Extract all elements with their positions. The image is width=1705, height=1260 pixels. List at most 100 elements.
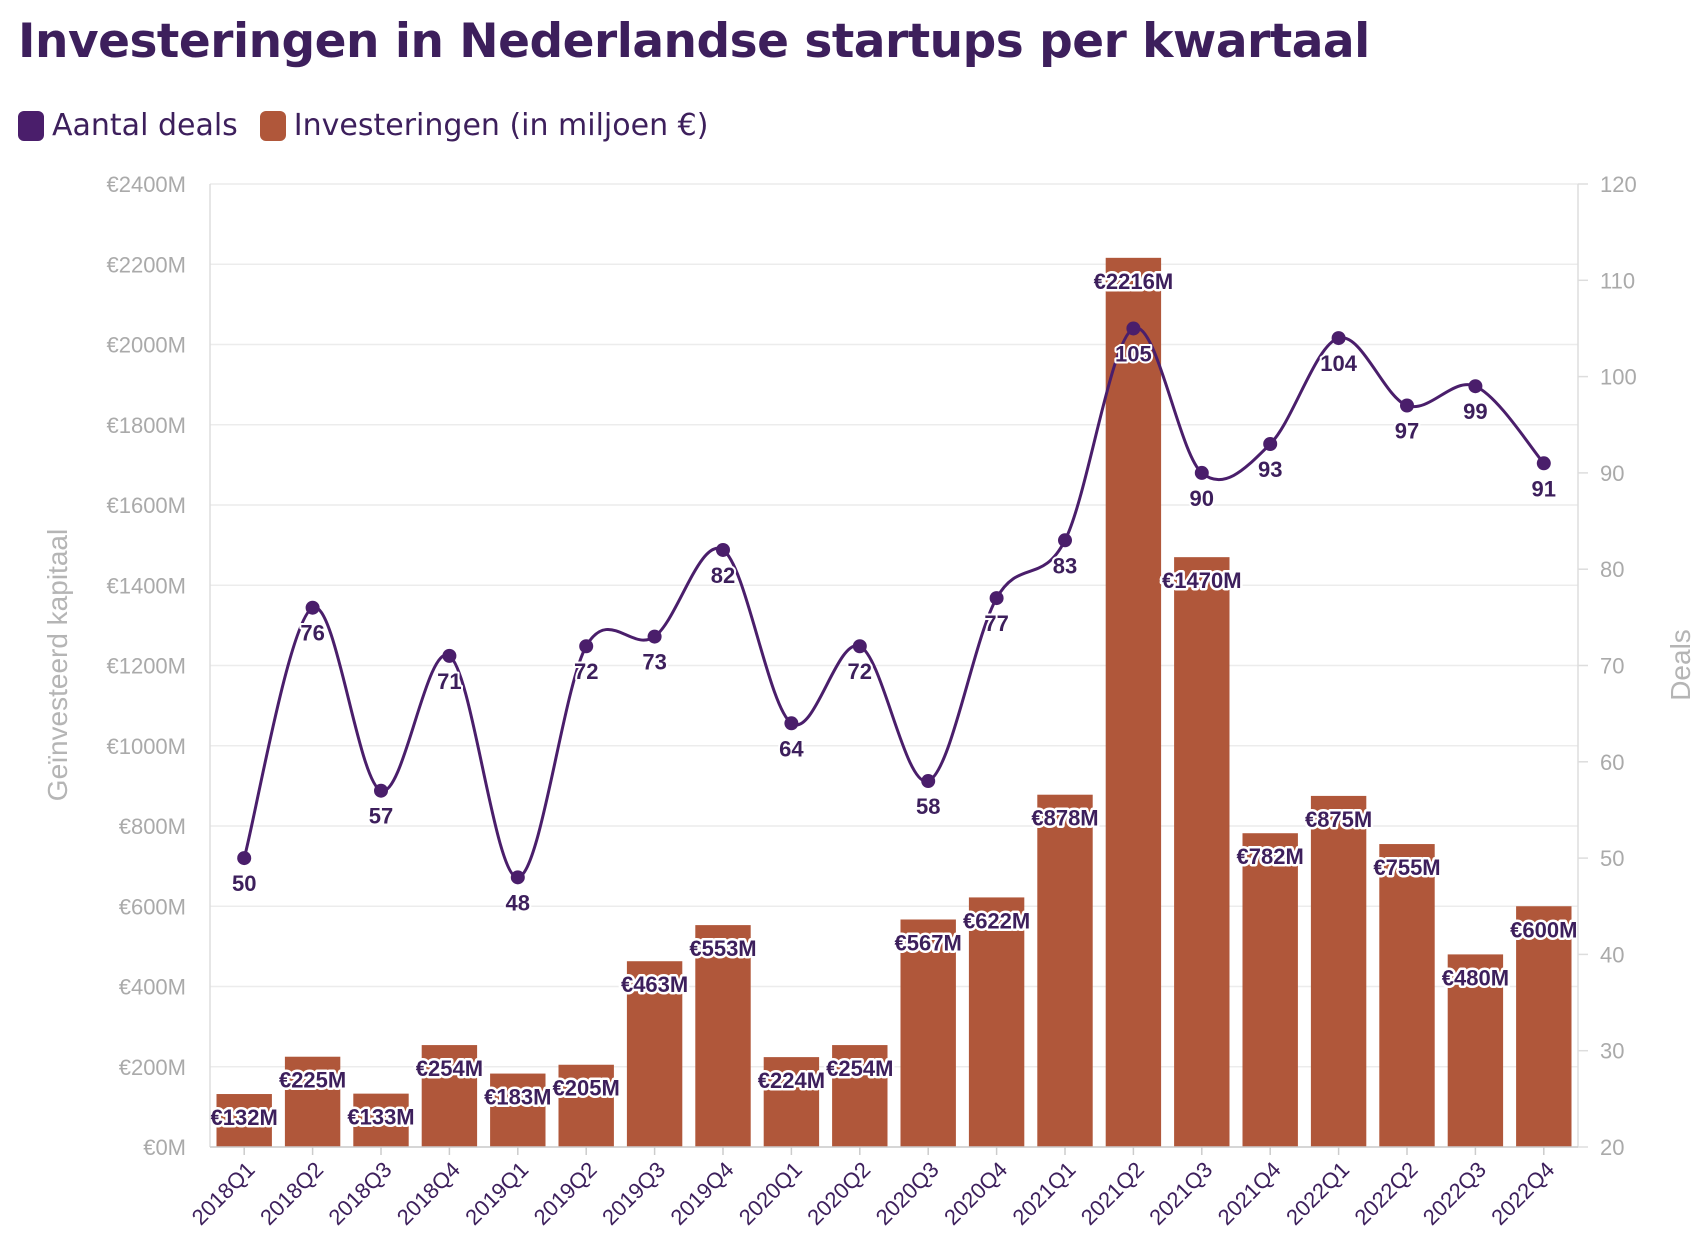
y-tick-label: €400M: [119, 975, 186, 1000]
x-tick-label: 2018Q2: [255, 1157, 328, 1230]
y-tick-label: €1000M: [106, 734, 186, 759]
x-tick-label: 2020Q3: [871, 1157, 944, 1230]
x-tick-label: 2022Q2: [1349, 1157, 1422, 1230]
bar-value-label: €224M: [758, 1068, 825, 1093]
deal-point: [989, 591, 1004, 606]
bar-value-label: €567M: [895, 930, 962, 955]
y-tick-label: €2200M: [106, 252, 186, 277]
deal-value-label: 76: [300, 621, 324, 646]
bar-value-label: €254M: [416, 1056, 483, 1081]
y2-tick-label: 120: [1600, 172, 1637, 197]
x-tick-label: 2021Q2: [1076, 1157, 1149, 1230]
deal-point: [784, 716, 799, 731]
y-tick-label: €2000M: [106, 333, 186, 358]
deal-point: [1331, 331, 1346, 346]
deal-point: [1400, 398, 1414, 413]
bar-value-label: €1470M: [1162, 568, 1242, 593]
bar: [968, 897, 1025, 1147]
y2-tick-label: 110: [1600, 268, 1635, 293]
legend-item-deals[interactable]: Aantal deals: [18, 108, 238, 143]
x-tick-label: 2019Q4: [665, 1157, 738, 1230]
data-labels: €132M€225M€133M€254M€183M €205M€463M€553M…: [208, 266, 1580, 1132]
deals-line: [237, 321, 1551, 885]
deal-point: [1058, 533, 1072, 548]
y-tick-label: €1600M: [106, 493, 186, 518]
x-tick-label: 2021Q3: [1144, 1157, 1217, 1230]
deal-value-label: 72: [574, 659, 598, 684]
bar-value-label: €622M: [963, 908, 1030, 933]
y-tick-label: €200M: [119, 1055, 186, 1080]
deals-line-path: [242, 326, 1545, 879]
deal-value-label: 72: [848, 659, 872, 684]
bar-value-label: €553M: [689, 936, 756, 961]
y-tick-label: €0M: [143, 1135, 186, 1160]
legend-swatch-investments: [259, 110, 286, 141]
x-tick-label: 2022Q4: [1486, 1157, 1559, 1230]
bars: [216, 257, 1572, 1148]
deal-point: [442, 648, 457, 663]
bar-value-label: €480M: [1442, 965, 1509, 990]
y-tick-label: €1200M: [106, 654, 186, 679]
bar: [353, 1093, 409, 1147]
bar: [1037, 794, 1093, 1147]
legend-item-investments[interactable]: Investeringen (in miljoen €): [259, 108, 709, 143]
legend-swatch-deals: [18, 110, 44, 141]
bar-value-label: €875M: [1305, 807, 1372, 832]
grid-lines: [210, 183, 1578, 1148]
deal-point: [852, 639, 867, 654]
bar-value-label: €132M: [211, 1105, 278, 1130]
deal-point: [510, 870, 525, 885]
bar-value-label: €782M: [1237, 844, 1304, 869]
x-tick-label: 2018Q4: [392, 1157, 465, 1230]
deal-point: [305, 600, 320, 615]
y-tick-label: €1400M: [106, 573, 186, 598]
bar: [558, 1064, 614, 1147]
chart-title: Investeringen in Nederlandse startups pe…: [18, 14, 1370, 69]
deal-value-label: 99: [1463, 399, 1487, 424]
bar: [832, 1045, 888, 1147]
deal-value-label: 82: [711, 563, 735, 588]
bar-value-label: €183M: [484, 1085, 551, 1110]
deal-point: [1194, 465, 1209, 480]
y-axis-title: Geïnvesteerd kapitaal: [42, 529, 73, 801]
x-tick-label: 2018Q1: [187, 1157, 260, 1230]
y2-tick-label: 20: [1600, 1135, 1624, 1160]
y2-tick-label: 30: [1600, 1039, 1624, 1064]
legend-label-investments: Investeringen (in miljoen €): [293, 108, 709, 143]
x-tick-label: 2019Q2: [529, 1157, 602, 1230]
y2-tick-label: 50: [1600, 846, 1624, 871]
x-tick-label: 2021Q4: [1213, 1157, 1286, 1230]
y-tick-label: €2400M: [106, 172, 186, 197]
deal-point: [647, 629, 662, 644]
y2-tick-label: 80: [1600, 557, 1624, 582]
bar-value-label: €205M: [553, 1076, 620, 1101]
bar: [1379, 844, 1435, 1147]
y-tick-label: €800M: [119, 814, 186, 839]
x-tick-label: 2019Q1: [460, 1157, 533, 1230]
x-tick-label: 2022Q3: [1418, 1157, 1491, 1230]
deal-point: [1126, 321, 1141, 336]
bar: [1447, 954, 1504, 1147]
deal-point: [579, 639, 594, 654]
deal-value-label: 71: [437, 669, 461, 694]
bar: [695, 925, 751, 1147]
bar-value-label: €878M: [1031, 806, 1098, 831]
x-tick-label: 2020Q2: [802, 1157, 875, 1230]
bar: [490, 1073, 546, 1147]
bar: [1174, 557, 1230, 1147]
deal-point: [237, 851, 252, 866]
deal-value-label: 73: [642, 650, 666, 675]
legend: Aantal deals Investeringen (in miljoen €…: [18, 108, 730, 143]
bar: [216, 1094, 272, 1147]
x-tick-label: 2021Q1: [1007, 1157, 1080, 1230]
deal-value-label: 48: [506, 890, 530, 915]
deal-point: [921, 774, 936, 789]
x-tick-label: 2020Q1: [734, 1157, 807, 1230]
bar: [763, 1057, 820, 1147]
x-tick-label: 2019Q3: [597, 1157, 670, 1230]
deal-value-label: 77: [984, 611, 1008, 636]
bar-value-label: €2216M: [1094, 269, 1174, 294]
y2-tick-label: 60: [1600, 750, 1624, 775]
y-tick-label: €600M: [119, 894, 186, 919]
